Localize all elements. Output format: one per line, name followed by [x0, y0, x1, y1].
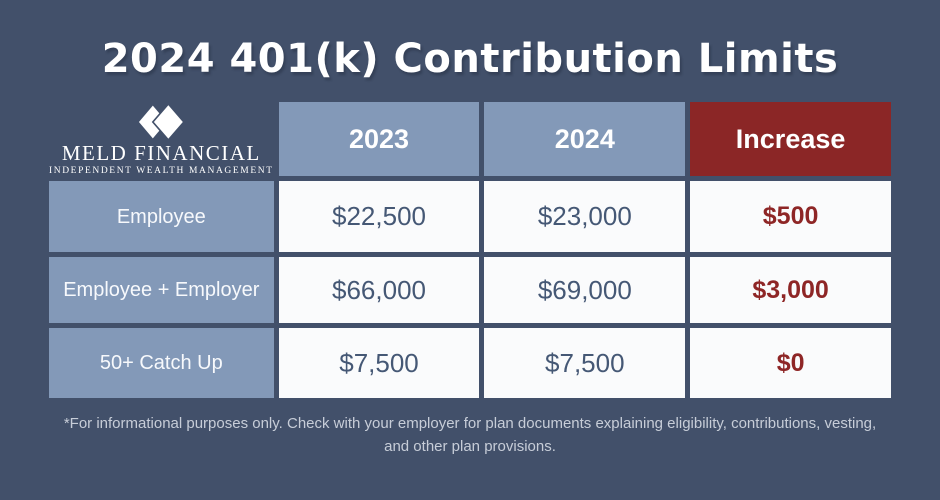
column-header-2023: 2023 [278, 102, 480, 176]
employee-employer-2024-value: $69,000 [484, 257, 686, 323]
catch-up-increase-value: $0 [690, 328, 891, 398]
catch-up-2023-value: $7,500 [278, 328, 480, 398]
row-label-employee: Employee [49, 181, 274, 252]
column-header-increase: Increase [690, 102, 891, 176]
row-label-catch-up: 50+ Catch Up [49, 328, 274, 398]
employee-employer-increase-value: $3,000 [690, 257, 891, 323]
page-title: 2024 401(k) Contribution Limits [101, 36, 839, 82]
catch-up-2024-value: $7,500 [484, 328, 686, 398]
brand-logo: MELD FINANCIAL INDEPENDENT WEALTH MANAGE… [49, 102, 274, 176]
brand-tagline: INDEPENDENT WEALTH MANAGEMENT [49, 166, 274, 176]
brand-name: MELD FINANCIAL [61, 140, 261, 165]
employee-2024-value: $23,000 [484, 181, 686, 252]
double-diamond-icon [139, 104, 186, 140]
disclaimer-line-1: *For informational purposes only. Check … [63, 415, 877, 432]
employee-employer-2023-value: $66,000 [278, 257, 480, 323]
row-label-employee-employer: Employee + Employer [49, 257, 274, 323]
employee-2023-value: $22,500 [278, 181, 480, 252]
disclaimer-footnote: *For informational purposes only. Check … [0, 412, 940, 458]
column-header-2024: 2024 [484, 102, 686, 176]
contribution-limits-table: MELD FINANCIAL INDEPENDENT WEALTH MANAGE… [49, 102, 891, 398]
disclaimer-line-2: and other plan provisions. [384, 438, 556, 455]
employee-increase-value: $500 [690, 181, 891, 252]
